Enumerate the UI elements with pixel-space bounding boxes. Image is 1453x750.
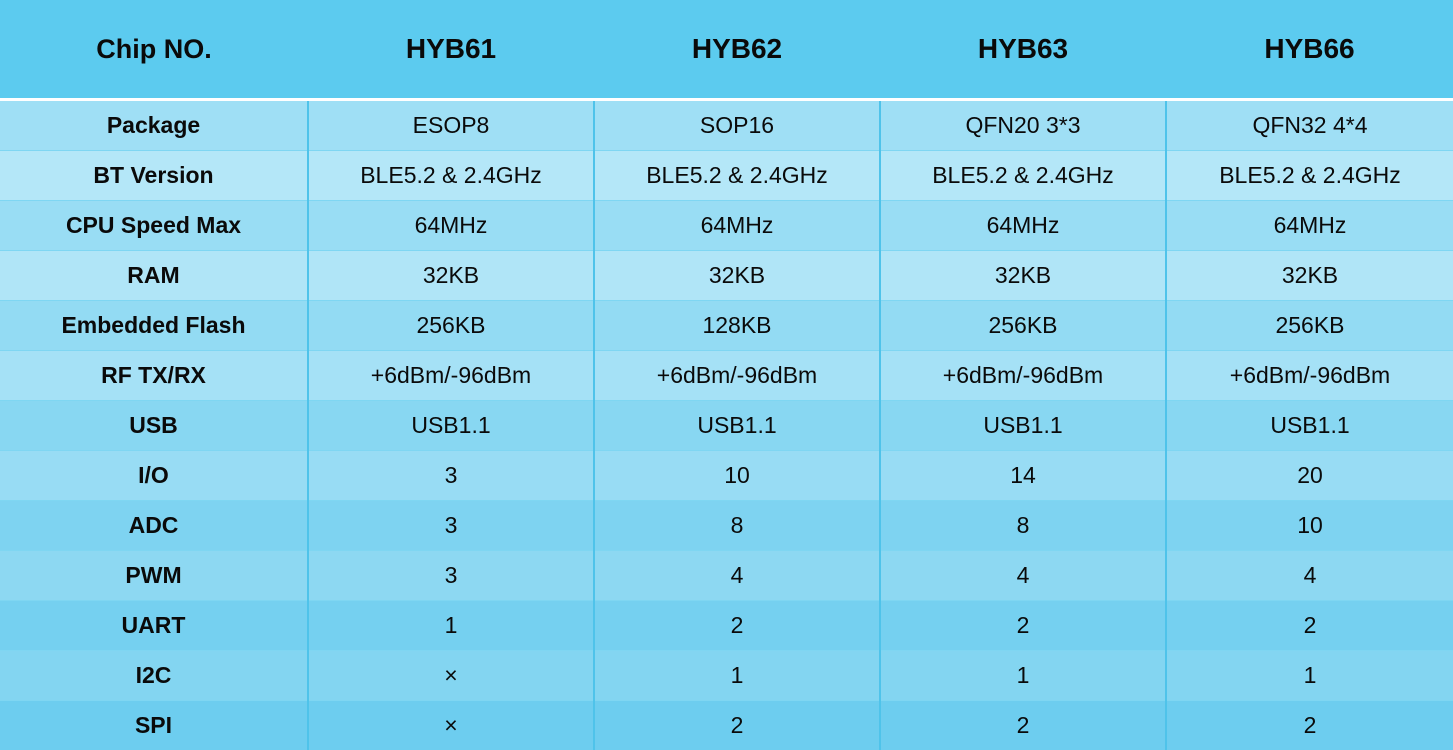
table-cell: 4 <box>593 550 880 601</box>
table-cell: 2 <box>593 700 880 750</box>
table-cell: 2 <box>879 700 1166 750</box>
table-cell: 256KB <box>879 300 1166 351</box>
table-row-embedded-flash: Embedded Flash 256KB 128KB 256KB 256KB <box>0 300 1453 351</box>
table-cell: 3 <box>307 500 594 551</box>
table-cell: BLE5.2 & 2.4GHz <box>593 150 880 201</box>
header-hyb66: HYB66 <box>1166 0 1453 101</box>
table-cell: QFN32 4*4 <box>1165 99 1453 151</box>
row-label: PWM <box>0 550 308 601</box>
table-cell: 8 <box>593 500 880 551</box>
row-label: Embedded Flash <box>0 300 308 351</box>
table-cell: 1 <box>307 600 594 651</box>
table-row-rf-tx-rx: RF TX/RX +6dBm/-96dBm +6dBm/-96dBm +6dBm… <box>0 350 1453 401</box>
table-cell: 32KB <box>1165 250 1453 301</box>
table-cell: 4 <box>879 550 1166 601</box>
table-cell: 1 <box>1165 650 1453 701</box>
row-label: I/O <box>0 450 308 501</box>
table-cell: QFN20 3*3 <box>879 99 1166 151</box>
table-cell: 1 <box>593 650 880 701</box>
table-cell: 2 <box>1165 600 1453 651</box>
table-cell: 2 <box>879 600 1166 651</box>
table-cell: 2 <box>593 600 880 651</box>
table-cell: +6dBm/-96dBm <box>307 350 594 401</box>
table-cell: 64MHz <box>1165 200 1453 251</box>
not-supported-mark: × <box>307 650 594 701</box>
table-row-cpu-speed: CPU Speed Max 64MHz 64MHz 64MHz 64MHz <box>0 200 1453 251</box>
row-label: UART <box>0 600 308 651</box>
table-cell: 32KB <box>879 250 1166 301</box>
table-cell: BLE5.2 & 2.4GHz <box>879 150 1166 201</box>
table-cell: USB1.1 <box>1165 400 1453 451</box>
header-hyb62: HYB62 <box>594 0 880 101</box>
row-label: BT Version <box>0 150 308 201</box>
table-cell: ESOP8 <box>307 99 594 151</box>
table-cell: 3 <box>307 550 594 601</box>
table-cell: 256KB <box>307 300 594 351</box>
table-cell: +6dBm/-96dBm <box>593 350 880 401</box>
table-cell: 10 <box>1165 500 1453 551</box>
header-row: Chip NO. HYB61 HYB62 HYB63 HYB66 <box>0 0 1453 101</box>
table-cell: 64MHz <box>593 200 880 251</box>
table-cell: 128KB <box>593 300 880 351</box>
table-cell: USB1.1 <box>307 400 594 451</box>
table-row-uart: UART 1 2 2 2 <box>0 600 1453 651</box>
table-cell: 8 <box>879 500 1166 551</box>
row-label: RF TX/RX <box>0 350 308 401</box>
table-cell: 256KB <box>1165 300 1453 351</box>
header-hyb63: HYB63 <box>880 0 1166 101</box>
row-label: SPI <box>0 700 308 750</box>
table-cell: 14 <box>879 450 1166 501</box>
table-row-spi: SPI × 2 2 2 <box>0 700 1453 750</box>
table-cell: +6dBm/-96dBm <box>879 350 1166 401</box>
table-cell: 3 <box>307 450 594 501</box>
table-cell: BLE5.2 & 2.4GHz <box>1165 150 1453 201</box>
table-row-bt-version: BT Version BLE5.2 & 2.4GHz BLE5.2 & 2.4G… <box>0 150 1453 201</box>
table-cell: 4 <box>1165 550 1453 601</box>
table-cell: SOP16 <box>593 99 880 151</box>
row-label: CPU Speed Max <box>0 200 308 251</box>
table-row-package: Package ESOP8 SOP16 QFN20 3*3 QFN32 4*4 <box>0 99 1453 151</box>
table-cell: BLE5.2 & 2.4GHz <box>307 150 594 201</box>
row-label: Package <box>0 99 308 151</box>
header-chip-no: Chip NO. <box>0 0 308 101</box>
table-cell: 1 <box>879 650 1166 701</box>
table-cell: 32KB <box>307 250 594 301</box>
table-cell: 64MHz <box>307 200 594 251</box>
row-label: I2C <box>0 650 308 701</box>
table-cell: 32KB <box>593 250 880 301</box>
table-row-ram: RAM 32KB 32KB 32KB 32KB <box>0 250 1453 301</box>
table-row-i2c: I2C × 1 1 1 <box>0 650 1453 701</box>
table-cell: +6dBm/-96dBm <box>1165 350 1453 401</box>
table-row-pwm: PWM 3 4 4 4 <box>0 550 1453 601</box>
header-hyb61: HYB61 <box>308 0 594 101</box>
table-cell: 20 <box>1165 450 1453 501</box>
table-cell: 64MHz <box>879 200 1166 251</box>
table-cell: 2 <box>1165 700 1453 750</box>
table-row-usb: USB USB1.1 USB1.1 USB1.1 USB1.1 <box>0 400 1453 451</box>
table-cell: USB1.1 <box>593 400 880 451</box>
row-label: RAM <box>0 250 308 301</box>
table-row-adc: ADC 3 8 8 10 <box>0 500 1453 551</box>
row-label: USB <box>0 400 308 451</box>
row-label: ADC <box>0 500 308 551</box>
table-row-io: I/O 3 10 14 20 <box>0 450 1453 501</box>
not-supported-mark: × <box>307 700 594 750</box>
table-cell: USB1.1 <box>879 400 1166 451</box>
table-cell: 10 <box>593 450 880 501</box>
